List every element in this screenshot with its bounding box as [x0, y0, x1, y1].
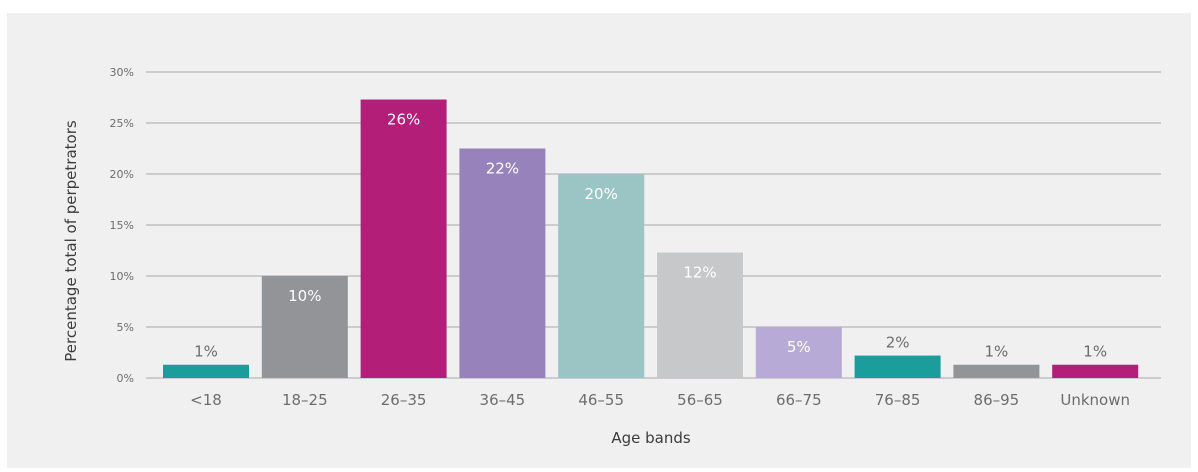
data-labels: 1% 10% 26% 22% 20% 12% 5% 2% 1% 1% [194, 111, 1107, 361]
bar [163, 364, 249, 378]
bars [163, 99, 1139, 378]
data-label: 22% [486, 160, 519, 178]
x-axis-title: Age bands [611, 429, 691, 447]
x-tick-label: 66–75 [776, 391, 822, 409]
bar [953, 364, 1040, 378]
bar [360, 99, 447, 378]
bar [657, 252, 743, 378]
bar [459, 148, 546, 378]
x-tick-label: 36–45 [480, 391, 526, 409]
y-axis-ticks: 0% 5% 10% 15% 20% 25% 30% [110, 66, 134, 385]
y-tick-label: 25% [110, 117, 134, 130]
data-label: 1% [194, 343, 218, 361]
x-tick-label: <18 [190, 391, 222, 409]
data-label: 26% [387, 111, 420, 129]
data-label: 2% [886, 334, 910, 352]
y-tick-label: 10% [110, 270, 134, 283]
x-tick-label: 86–95 [974, 391, 1020, 409]
data-label: 1% [1083, 343, 1107, 361]
y-tick-label: 30% [110, 66, 134, 79]
x-tick-label: 76–85 [875, 391, 921, 409]
y-tick-label: 5% [117, 321, 134, 334]
x-tick-label: 56–65 [677, 391, 723, 409]
y-tick-label: 15% [110, 219, 134, 232]
x-tick-label: 46–55 [578, 391, 624, 409]
data-label: 12% [683, 264, 716, 282]
x-axis-categories: <18 18–25 26–35 36–45 46–55 56–65 66–75 76–85 86… [190, 391, 1130, 409]
bar [755, 327, 842, 378]
data-label: 1% [985, 343, 1009, 361]
bar [1052, 364, 1139, 378]
data-label: 5% [787, 338, 811, 356]
x-tick-label: 26–35 [381, 391, 427, 409]
bar [261, 276, 348, 378]
data-label: 10% [288, 287, 321, 305]
data-label: 20% [585, 185, 618, 203]
bar [558, 174, 645, 378]
x-tick-label: 18–25 [282, 391, 328, 409]
bar [854, 355, 941, 378]
y-tick-label: 0% [117, 372, 134, 385]
x-tick-label: Unknown [1060, 391, 1130, 409]
y-axis-title: Percentage total of perpetrators [62, 120, 80, 362]
y-tick-label: 20% [110, 168, 134, 181]
